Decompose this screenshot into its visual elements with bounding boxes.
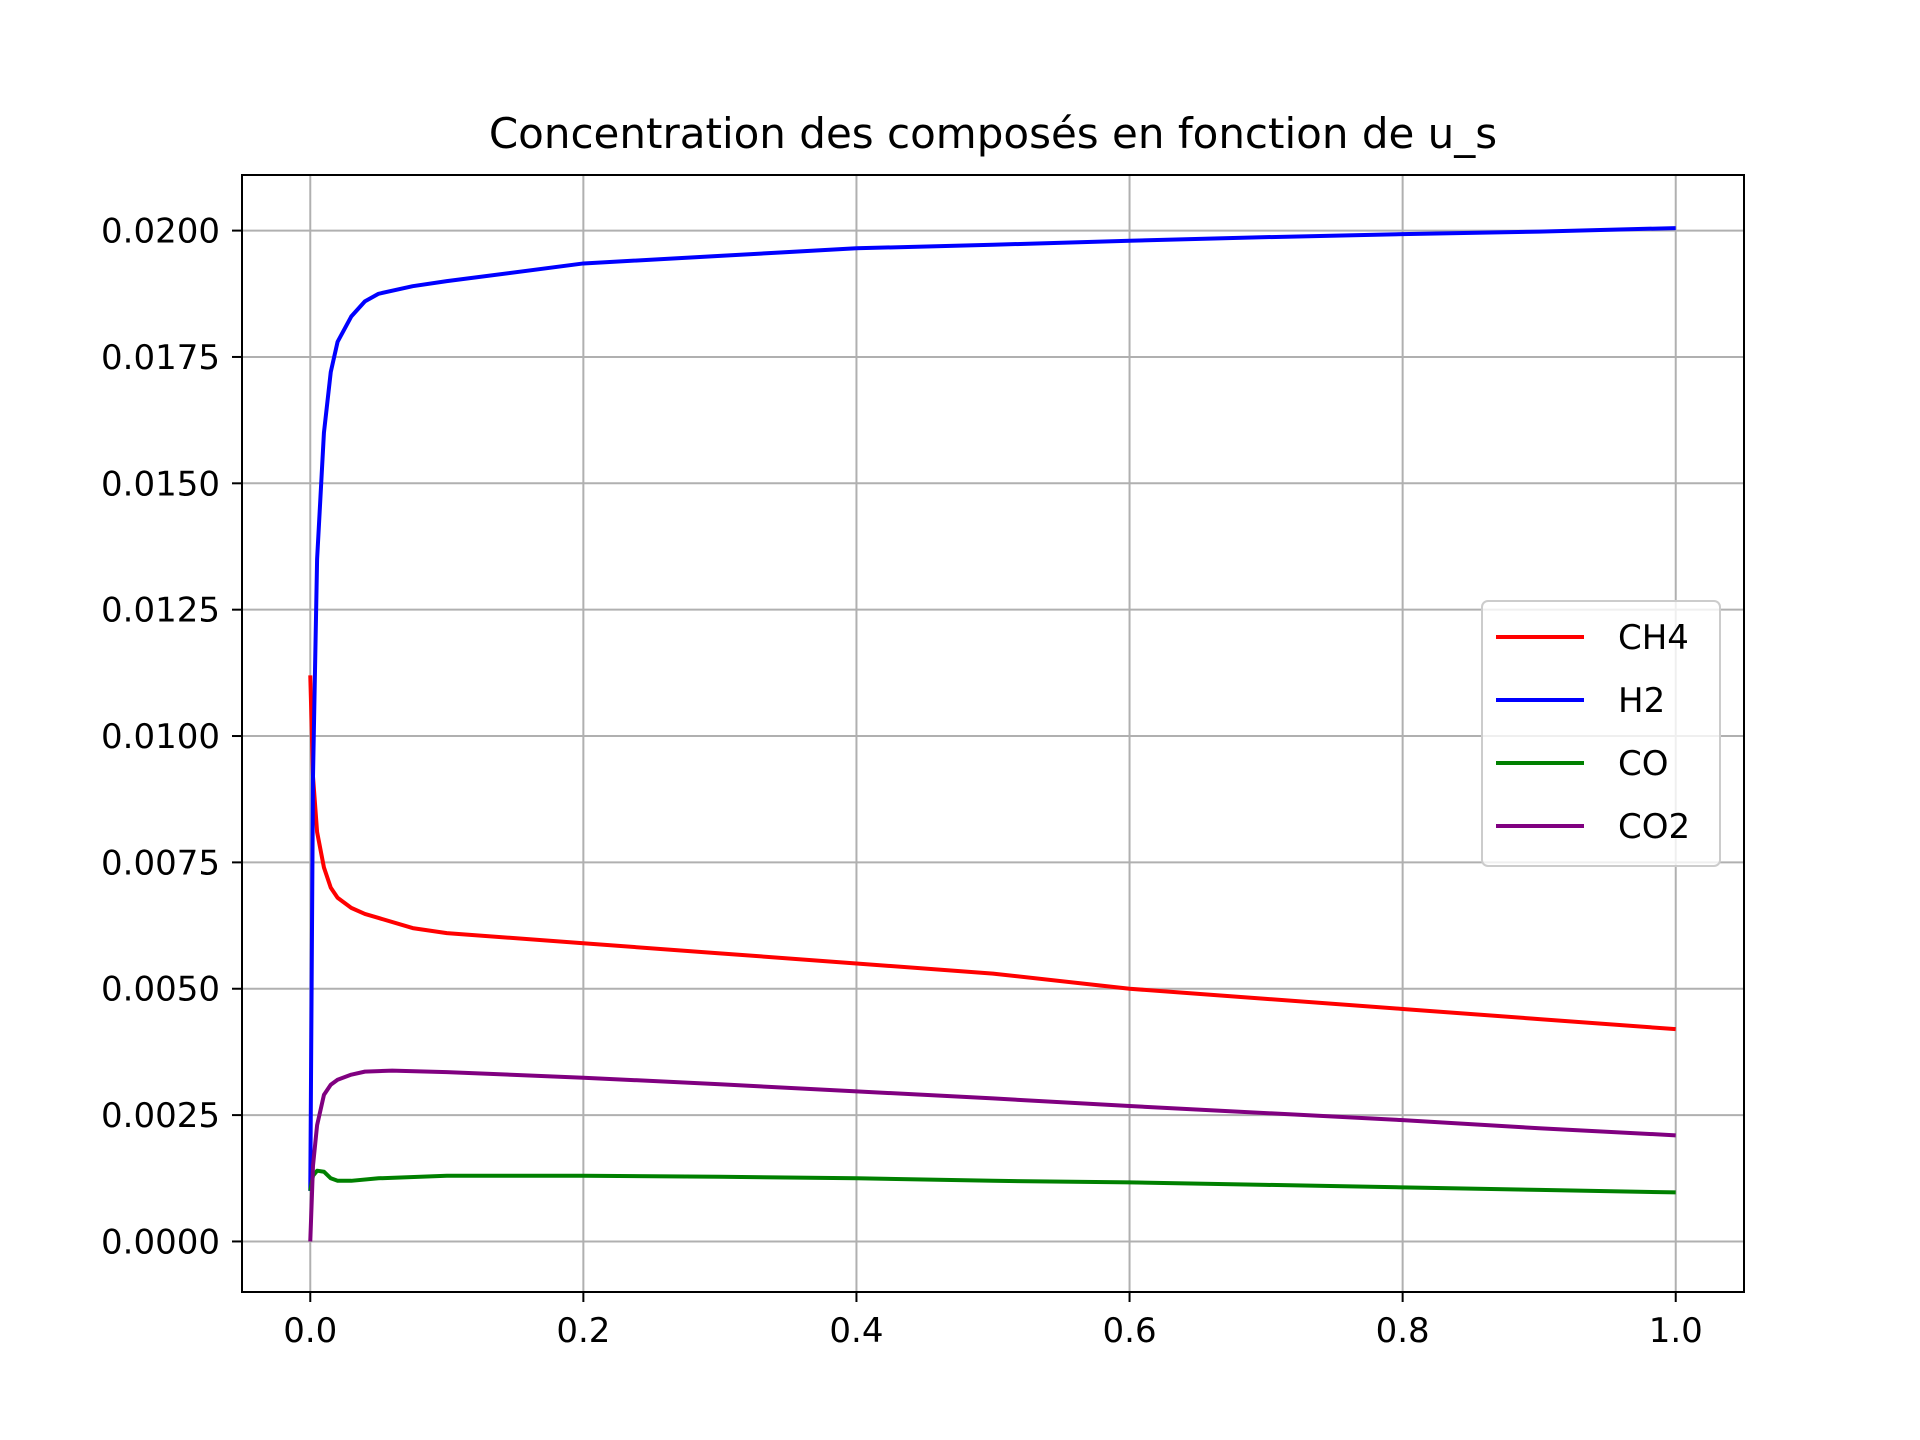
chart-title: Concentration des composés en fonction d… <box>489 109 1497 158</box>
y-tick-label: 0.0125 <box>101 591 220 631</box>
x-tick-label: 1.0 <box>1649 1311 1703 1351</box>
x-tick-label: 0.4 <box>829 1311 883 1351</box>
legend-label: CO2 <box>1618 807 1690 847</box>
y-tick-label: 0.0200 <box>101 212 220 252</box>
legend-label: CH4 <box>1618 618 1689 658</box>
x-tick-label: 0.8 <box>1376 1311 1430 1351</box>
x-tick-label: 0.0 <box>283 1311 337 1351</box>
y-tick-label: 0.0150 <box>101 464 220 504</box>
y-tick-label: 0.0000 <box>101 1222 220 1262</box>
series-line-co2 <box>308 1068 1676 1242</box>
series-lines <box>308 226 1676 1242</box>
y-tick-label: 0.0025 <box>101 1096 220 1136</box>
legend: CH4 H2 CO CO2 <box>1481 600 1721 867</box>
plot-frame <box>241 174 1745 1293</box>
legend-label: H2 <box>1618 681 1665 721</box>
y-tick-label: 0.0100 <box>101 717 220 757</box>
legend-box <box>1481 600 1721 867</box>
y-tick-label: 0.0175 <box>101 338 220 378</box>
x-tick-label: 0.6 <box>1103 1311 1157 1351</box>
series-line-h2 <box>308 226 1676 1191</box>
y-tick-label: 0.0050 <box>101 970 220 1010</box>
series-line-co <box>308 1168 1676 1195</box>
y-tick-label: 0.0075 <box>101 843 220 883</box>
x-tick-label: 0.2 <box>556 1311 610 1351</box>
axis-ticks: 0.0 0.2 0.4 0.6 0.8 1.0 0.0000 0.0025 0.0050 0.00… <box>101 212 1703 1351</box>
legend-label: CO <box>1618 744 1669 784</box>
series-line-ch4 <box>308 675 1676 1032</box>
